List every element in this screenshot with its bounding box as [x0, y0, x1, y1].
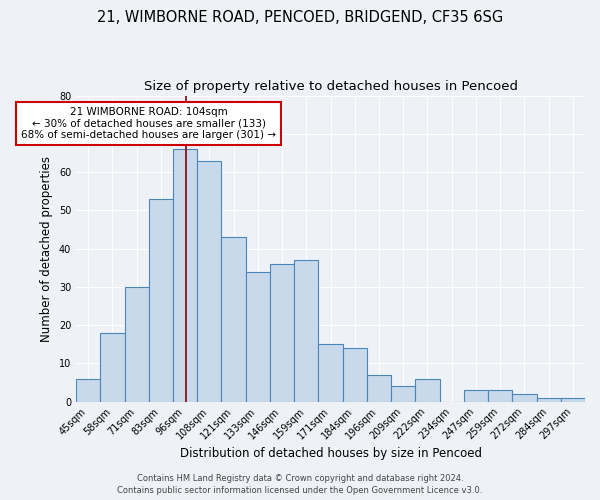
- Bar: [76, 378, 100, 402]
- Bar: [149, 199, 173, 402]
- Bar: [294, 260, 319, 402]
- Bar: [367, 375, 391, 402]
- Text: 21 WIMBORNE ROAD: 104sqm
← 30% of detached houses are smaller (133)
68% of semi-: 21 WIMBORNE ROAD: 104sqm ← 30% of detach…: [21, 107, 276, 140]
- Bar: [246, 272, 270, 402]
- Bar: [488, 390, 512, 402]
- Bar: [197, 160, 221, 402]
- Bar: [173, 149, 197, 402]
- Bar: [415, 378, 440, 402]
- Bar: [319, 344, 343, 402]
- Bar: [536, 398, 561, 402]
- Bar: [270, 264, 294, 402]
- Y-axis label: Number of detached properties: Number of detached properties: [40, 156, 53, 342]
- Text: Contains HM Land Registry data © Crown copyright and database right 2024.
Contai: Contains HM Land Registry data © Crown c…: [118, 474, 482, 495]
- Bar: [464, 390, 488, 402]
- Title: Size of property relative to detached houses in Pencoed: Size of property relative to detached ho…: [143, 80, 518, 93]
- Bar: [343, 348, 367, 402]
- Bar: [125, 287, 149, 402]
- Bar: [100, 332, 125, 402]
- Bar: [561, 398, 585, 402]
- Bar: [221, 237, 246, 402]
- Bar: [512, 394, 536, 402]
- Bar: [391, 386, 415, 402]
- X-axis label: Distribution of detached houses by size in Pencoed: Distribution of detached houses by size …: [179, 447, 482, 460]
- Text: 21, WIMBORNE ROAD, PENCOED, BRIDGEND, CF35 6SG: 21, WIMBORNE ROAD, PENCOED, BRIDGEND, CF…: [97, 10, 503, 25]
